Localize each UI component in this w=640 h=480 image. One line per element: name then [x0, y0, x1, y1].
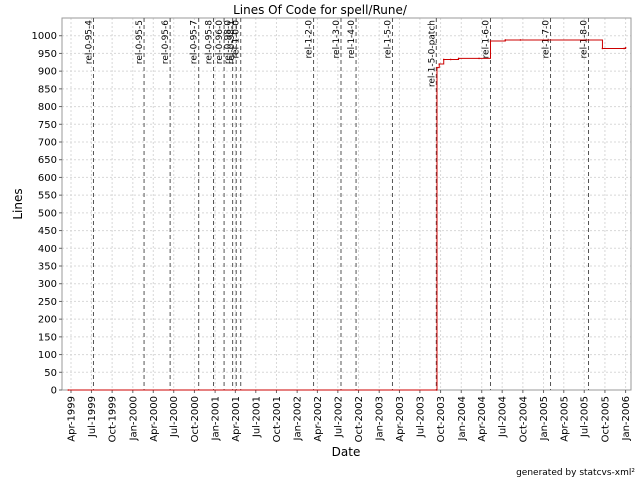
release-marker-label: rel-0-95-5 — [135, 20, 145, 64]
x-tick-label: Oct-2002 — [354, 396, 365, 442]
x-tick-label: Apr-2004 — [477, 396, 488, 442]
loc-data-point — [67, 389, 70, 391]
x-tick-label: Oct-2000 — [190, 396, 201, 442]
y-tick-label: 700 — [38, 138, 57, 149]
release-marker-label: rel-1-4-0 — [347, 20, 357, 59]
y-tick-label: 1000 — [32, 31, 57, 42]
release-marker-label: rel-1-7-0 — [542, 20, 552, 59]
y-tick-label: 800 — [38, 102, 57, 113]
y-tick-label: 300 — [38, 279, 57, 290]
loc-data-point — [478, 57, 480, 60]
x-tick-label: Oct-1999 — [108, 396, 119, 442]
x-tick-label: Jul-1999 — [87, 396, 98, 438]
x-tick-label: Jan-2004 — [457, 396, 468, 441]
y-tick-label: 850 — [38, 84, 57, 95]
loc-data-point — [435, 389, 438, 391]
release-markers: rel-0-95-4 rel-0-95-5 rel-0-95-6 rel-0-95-7… — [84, 18, 590, 390]
generated-by-footer: generated by statcvs-xml² — [516, 468, 635, 478]
y-tick-label: 0 — [51, 386, 57, 397]
x-tick-label: Jul-2000 — [169, 396, 180, 438]
x-tick-label: Apr-2005 — [559, 396, 570, 442]
y-tick-label: 600 — [38, 173, 57, 184]
y-tick-label: 450 — [38, 226, 57, 237]
x-tick-label: Jul-2002 — [333, 396, 344, 438]
x-tick-label: Apr-2001 — [231, 396, 242, 442]
x-tick-label: Jan-2005 — [539, 396, 550, 441]
release-marker-label: rel-1-2-0 — [305, 20, 315, 59]
y-tick-label: 950 — [38, 49, 57, 60]
loc-data-point — [438, 63, 441, 65]
x-tick-label: Jan-2002 — [293, 396, 304, 441]
x-tick-label: Oct-2003 — [436, 396, 447, 442]
y-tick-label: 200 — [38, 315, 57, 326]
release-marker-label: rel-0-95-8 — [205, 20, 215, 64]
release-marker-label: rel-0-95-6 — [161, 20, 171, 64]
x-tick-label: Jan-2001 — [211, 396, 222, 441]
x-tick-label: Apr-2003 — [395, 396, 406, 442]
loc-data-point — [457, 57, 460, 60]
series-layer — [67, 39, 627, 391]
y-tick-label: 550 — [38, 191, 57, 202]
release-marker-label: rel-0-98-0 — [224, 20, 234, 64]
loc-series-line — [68, 39, 627, 391]
x-tick-label: Jul-2003 — [415, 396, 426, 438]
y-tick-label: 900 — [38, 67, 57, 78]
loc-data-point — [504, 39, 507, 41]
release-marker-label: rel-0-96-0 — [215, 20, 225, 64]
y-tick-label: 650 — [38, 155, 57, 166]
x-tick-label: Jul-2004 — [498, 396, 509, 438]
y-axis: 0 50 100 150 200 250 300 350 400 450 500 550 600 650 7… — [32, 31, 62, 397]
x-tick-label: Jan-2000 — [128, 396, 139, 441]
x-tick-label: Oct-2001 — [272, 396, 283, 442]
grid-lines — [62, 18, 631, 391]
loc-data-point — [601, 47, 604, 50]
release-marker-label: rel-0-95-7 — [190, 20, 200, 64]
loc-data-point — [519, 39, 522, 41]
x-tick-label: Apr-2002 — [313, 396, 324, 442]
x-tick-label: Apr-2000 — [149, 396, 160, 442]
x-tick-label: Jul-2005 — [580, 396, 591, 438]
y-axis-title: Lines — [11, 188, 25, 219]
y-tick-label: 500 — [38, 208, 57, 219]
chart-title: Lines Of Code for spell/Rune/ — [233, 3, 408, 17]
y-tick-label: 50 — [44, 368, 57, 379]
x-tick-label: Apr-1999 — [66, 396, 77, 442]
release-marker-label: rel-1-0-0 — [232, 20, 242, 59]
loc-data-point — [489, 40, 492, 42]
loc-data-point — [449, 58, 452, 61]
y-tick-label: 350 — [38, 262, 57, 273]
release-marker-label: rel-1-3-0 — [332, 20, 342, 59]
loc-data-point — [436, 66, 438, 69]
y-tick-label: 750 — [38, 120, 57, 131]
loc-data-point — [623, 47, 625, 50]
loc-data-point — [624, 46, 627, 49]
release-marker-label: rel-1-8-0 — [580, 20, 590, 59]
x-tick-label: Oct-2004 — [518, 396, 529, 442]
x-tick-label: Jul-2001 — [251, 396, 262, 438]
release-marker-label: rel-0-98-1 — [227, 20, 237, 64]
y-tick-label: 250 — [38, 297, 57, 308]
x-tick-label: Oct-2005 — [600, 396, 611, 442]
release-marker-label: rel-1-5-0 — [383, 20, 393, 59]
y-tick-label: 400 — [38, 244, 57, 255]
release-marker-label: rel-0-95-4 — [84, 20, 94, 64]
release-marker-label: rel-1-6-0 — [481, 20, 491, 59]
y-tick-label: 150 — [38, 332, 57, 343]
y-tick-label: 100 — [38, 350, 57, 361]
loc-data-point — [442, 58, 445, 61]
x-axis: Apr-1999 Jul-1999 Oct-1999 Jan-2000 Apr-2000… — [66, 390, 632, 442]
x-tick-label: Jan-2003 — [375, 396, 386, 441]
x-axis-title: Date — [332, 445, 361, 459]
release-marker-label: rel-1-5-0-patch — [427, 20, 437, 87]
x-tick-label: Jan-2006 — [621, 396, 632, 441]
